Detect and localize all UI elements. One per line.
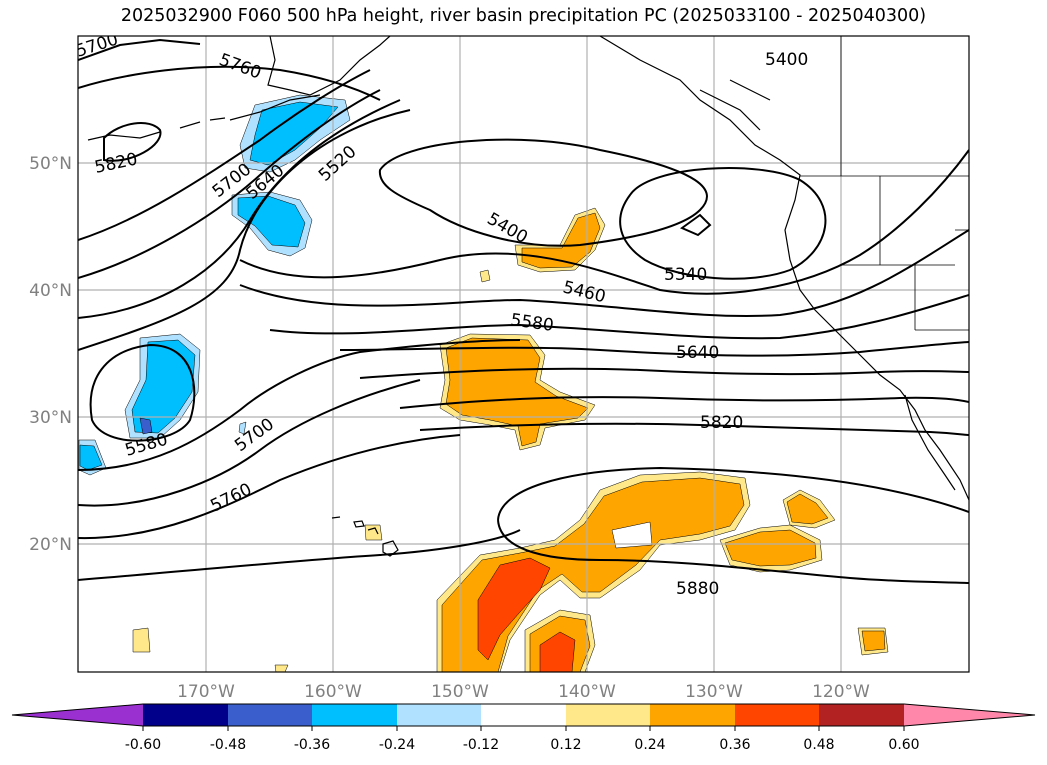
precip-negative-field bbox=[78, 94, 351, 476]
colorbar-tick-label: 0.60 bbox=[888, 737, 919, 753]
coastlines bbox=[87, 36, 969, 501]
height-contours bbox=[78, 38, 969, 584]
contour-labels: 5700 5760 5820 5400 5700 5640 5520 5400 … bbox=[78, 36, 808, 599]
lat-tick-label: 20°N bbox=[29, 535, 72, 555]
lat-tick-label: 50°N bbox=[29, 154, 72, 174]
lon-tick-label: 160°W bbox=[304, 682, 362, 702]
colorbar-tick-label: -0.48 bbox=[210, 737, 246, 753]
colorbar-tick-label: 0.36 bbox=[719, 737, 750, 753]
colorbar-min-extend bbox=[12, 704, 143, 726]
colorbar-tick-label: -0.24 bbox=[379, 737, 415, 753]
lat-tick-label: 40°N bbox=[29, 281, 72, 301]
colorbar: -0.60 -0.48 -0.36 -0.24 -0.12 0.12 0.24 … bbox=[11, 703, 1036, 753]
colorbar-max-extend bbox=[904, 704, 1035, 726]
precip-positive-field bbox=[132, 207, 889, 672]
colorbar-tick-label: -0.12 bbox=[463, 737, 499, 753]
colorbar-tick-label: -0.60 bbox=[125, 737, 161, 753]
contour-label: 5880 bbox=[676, 579, 719, 599]
colorbar-segment bbox=[735, 704, 819, 726]
longitude-labels: 170°W 160°W 150°W 140°W 130°W 120°W bbox=[177, 682, 870, 702]
map-title: 2025032900 F060 500 hPa height, river ba… bbox=[120, 6, 927, 26]
lon-tick-label: 150°W bbox=[431, 682, 489, 702]
colorbar-tick-label: -0.36 bbox=[294, 737, 330, 753]
contour-label: 5820 bbox=[700, 413, 743, 433]
colorbar-segment bbox=[819, 704, 904, 726]
colorbar-segment bbox=[397, 704, 481, 726]
lon-tick-label: 130°W bbox=[685, 682, 743, 702]
lon-tick-label: 170°W bbox=[177, 682, 235, 702]
colorbar-tick-label: 0.24 bbox=[634, 737, 665, 753]
political-borders bbox=[800, 36, 969, 331]
contour-label: 5340 bbox=[664, 265, 707, 285]
lon-tick-label: 140°W bbox=[558, 682, 616, 702]
colorbar-segment bbox=[143, 704, 228, 726]
contour-label: 5640 bbox=[676, 343, 719, 363]
lon-tick-label: 120°W bbox=[812, 682, 870, 702]
colorbar-segment bbox=[650, 704, 735, 726]
colorbar-segment bbox=[566, 704, 650, 726]
colorbar-segment bbox=[228, 704, 312, 726]
map-frame bbox=[77, 35, 970, 673]
colorbar-tick-label: 0.12 bbox=[550, 737, 581, 753]
contour-label: 5400 bbox=[765, 50, 808, 70]
colorbar-tick-label: 0.48 bbox=[803, 737, 834, 753]
lat-tick-label: 30°N bbox=[29, 408, 72, 428]
colorbar-segment bbox=[312, 704, 397, 726]
colorbar-segment bbox=[481, 704, 566, 726]
latitude-labels: 50°N 40°N 30°N 20°N bbox=[29, 154, 72, 555]
